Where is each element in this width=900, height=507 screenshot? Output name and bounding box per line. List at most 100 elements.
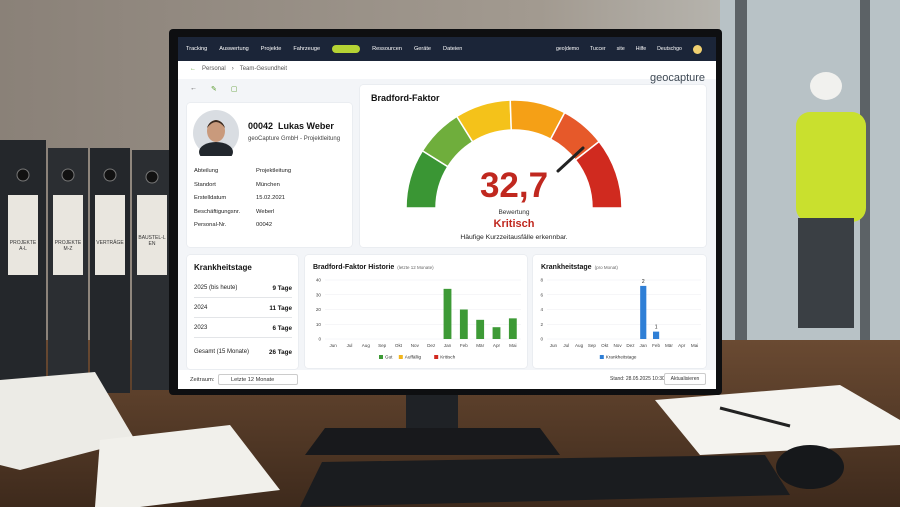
x-tick-label: Jan [444, 343, 452, 348]
nav-item[interactable]: Ressourcen [372, 46, 402, 52]
sick-row-label: 2025 (bis heute) [194, 285, 238, 291]
field-label: Standort [194, 181, 216, 188]
nav-menu: Tracking Auswertung Projekte Fahrzeuge R… [186, 38, 462, 60]
x-tick-label: Apr [493, 343, 501, 348]
nav-pill[interactable] [332, 45, 361, 53]
nav-item[interactable]: Auswertung [219, 46, 249, 52]
gauge [405, 99, 623, 209]
profile-company: geoCapture GmbH - Projektleitung [248, 136, 341, 142]
x-tick-label: Mär [665, 343, 673, 348]
breadcrumb: ← Personal › Team-Gesundheit [190, 66, 287, 72]
field-label: Erstelldatum [194, 195, 227, 201]
y-tick-label: 2 [540, 322, 543, 327]
sick-row-label: 2024 [194, 305, 208, 311]
binder-ring [103, 168, 117, 182]
x-tick-label: Nov [613, 343, 622, 348]
field-value: München [256, 181, 280, 188]
binder-text: BAUSTEL-LEN [138, 235, 166, 247]
gauge-arcs [405, 99, 623, 209]
toolbar: ← ✎ ▢ [190, 85, 238, 93]
user-item[interactable]: Tuccer [589, 46, 606, 52]
nav-item[interactable]: Geräte [413, 46, 432, 52]
x-tick-label: Nov [411, 343, 420, 348]
field-value: 00042 [256, 222, 273, 228]
binder-ring [145, 170, 159, 184]
pen [719, 406, 791, 428]
nav-item[interactable]: Projekte [260, 46, 282, 52]
back-button[interactable]: ← [190, 85, 197, 92]
y-tick-label: 0 [318, 337, 321, 342]
field-row: Standort München [194, 182, 344, 192]
monitor-neck [406, 392, 458, 432]
nav-item[interactable]: Tracking [186, 46, 208, 52]
field-value: Weberl [256, 208, 275, 215]
legend-label: Gut [385, 355, 393, 360]
binder-label [95, 195, 125, 275]
chart-title: Bradford-Faktor Historie [313, 264, 394, 271]
field-label: Personal-Nr. [194, 222, 227, 228]
user-item[interactable]: geo|demo [556, 46, 579, 52]
chart-subtitle: (pro Monat) [595, 265, 619, 270]
back-arrow[interactable]: ← [190, 66, 196, 72]
bar-annotation: 1 [655, 325, 658, 331]
user-menu: geo|demo Tuccer site Hilfe Deutschgo [556, 38, 702, 60]
y-tick-label: 6 [540, 292, 543, 297]
period-label: Zeitraum: [190, 377, 215, 383]
worker-vest [796, 112, 866, 222]
notebook [655, 385, 900, 455]
refresh-button[interactable]: Aktualisieren [664, 373, 706, 385]
logo: geocapture [650, 72, 706, 84]
legend-swatch [398, 355, 403, 359]
sick-row: 2025 (bis heute) 9 Tage [194, 283, 292, 298]
bar [459, 309, 468, 339]
y-tick-label: 10 [316, 322, 322, 327]
keyboard [300, 455, 790, 507]
breadcrumb-bar [178, 61, 716, 79]
x-tick-label: Aug [575, 343, 584, 348]
breadcrumb-item: Team-Gesundheit [239, 66, 288, 72]
binder-ring [61, 168, 75, 182]
binder-text: PROJEKTE M-Z [54, 240, 82, 252]
user-item[interactable]: site [616, 46, 625, 52]
binder-ring [16, 168, 30, 182]
x-tick-label: Jul [563, 343, 569, 348]
x-tick-label: Okt [601, 343, 609, 348]
sick-row-value: 6 Tage [272, 325, 292, 332]
breadcrumb-item[interactable]: Personal [202, 66, 226, 72]
window-frame [735, 0, 747, 340]
chart-title: Krankheitstage [541, 264, 592, 271]
sick-row-value: 9 Tage [272, 285, 292, 292]
x-tick-label: Mär [476, 343, 484, 348]
nav-item[interactable]: Fahrzeuge [293, 46, 321, 52]
sick-chart-card [533, 255, 706, 368]
mouse [776, 445, 844, 489]
nav-item[interactable]: Dateien [443, 46, 463, 52]
user-item[interactable]: Hilfe [635, 46, 647, 52]
legend-swatch [434, 355, 439, 359]
y-tick-label: 20 [316, 307, 322, 312]
period-select[interactable]: Letzte 12 Monate [218, 374, 298, 385]
y-tick-label: 8 [540, 278, 543, 283]
edit-button[interactable]: ✎ [211, 86, 217, 93]
bar [476, 319, 485, 339]
rating-note: Häufige Kurzzeitausfälle erkennbar. [460, 234, 568, 241]
y-tick-label: 40 [316, 278, 322, 283]
x-tick-label: Okt [395, 343, 403, 348]
x-tick-label: Feb [652, 343, 660, 348]
copy-button[interactable]: ▢ [230, 86, 238, 93]
x-tick-label: Dez [626, 343, 635, 348]
history-card [305, 255, 527, 368]
footer-bar [178, 370, 716, 389]
sick-row: Gesamt (15 Monate) 26 Tage [194, 347, 292, 361]
x-tick-label: Sep [588, 343, 597, 348]
avatar-small[interactable] [692, 44, 702, 54]
field-label: Beschäftigungsnr. [194, 208, 241, 215]
field-label: Abteilung [194, 168, 219, 174]
gauge-needle [556, 146, 585, 173]
sick-row-label: Gesamt (15 Monate) [194, 349, 250, 355]
user-item[interactable]: Deutschgo [657, 46, 682, 52]
bar [508, 318, 517, 339]
monitor-base [305, 428, 560, 455]
